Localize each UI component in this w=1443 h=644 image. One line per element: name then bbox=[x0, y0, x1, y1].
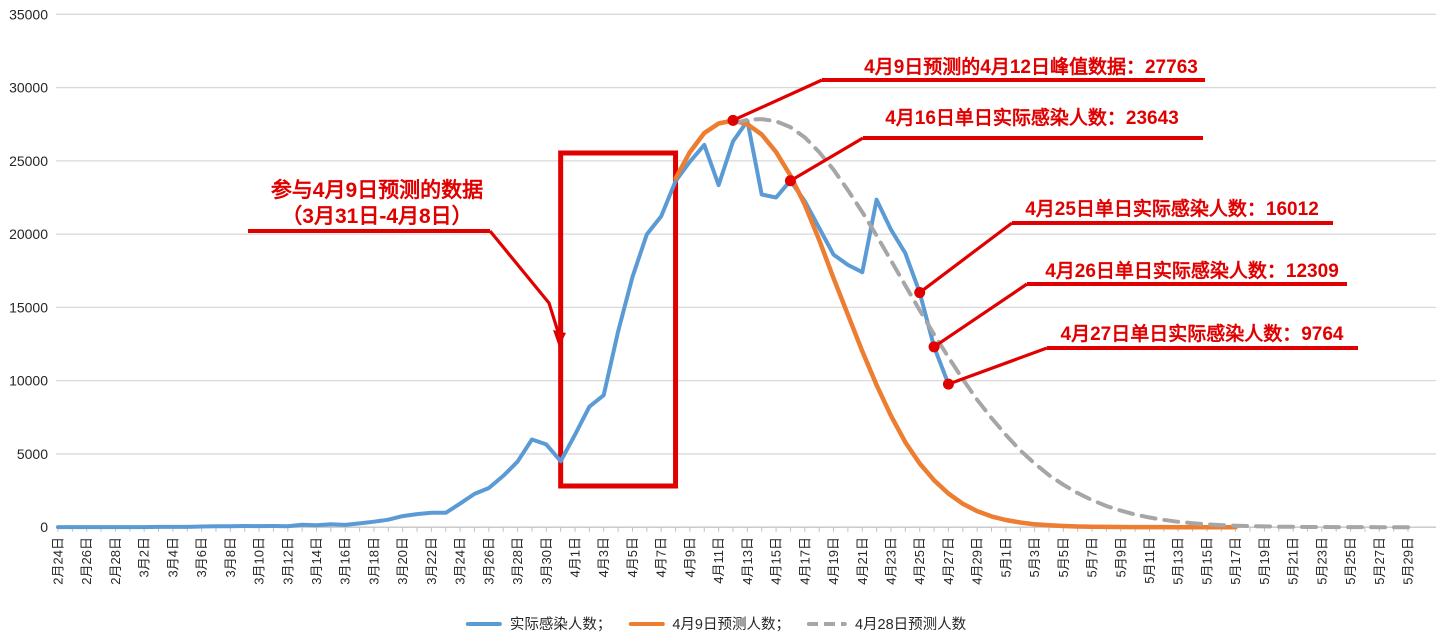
x-tick-label: 5月7日 bbox=[1085, 537, 1100, 577]
annotation-leader-line bbox=[933, 282, 1028, 349]
x-tick-label: 3月8日 bbox=[223, 537, 238, 577]
annotation-dot bbox=[727, 114, 739, 126]
annotation-dot bbox=[942, 378, 954, 390]
x-tick-label: 4月13日 bbox=[740, 537, 755, 585]
x-tick-label: 5月19日 bbox=[1257, 537, 1272, 585]
annotation-dot bbox=[914, 287, 926, 299]
gridlines bbox=[56, 13, 1436, 528]
y-tick-label: 10000 bbox=[9, 373, 48, 389]
x-tick-label: 4月17日 bbox=[797, 537, 812, 585]
window-annotation-arrowhead-icon bbox=[553, 330, 566, 347]
annotation-window-line2: （3月31日-4月8日） bbox=[281, 204, 472, 228]
y-tick-label: 35000 bbox=[9, 6, 48, 22]
x-tick-label: 2月28日 bbox=[108, 537, 123, 585]
x-tick-label: 4月23日 bbox=[883, 537, 898, 585]
window-annotation-leader bbox=[488, 229, 561, 336]
x-tick-label: 3月28日 bbox=[510, 537, 525, 585]
annotation-leader-line bbox=[947, 346, 1048, 386]
x-tick-label: 4月21日 bbox=[855, 537, 870, 585]
x-tick-label: 3月30日 bbox=[539, 537, 554, 585]
x-tick-label: 4月27日 bbox=[941, 537, 956, 585]
legend-item-forecast-apr28: 4月28日预测人数 bbox=[806, 613, 967, 634]
series-line-2 bbox=[731, 117, 1410, 530]
x-tick-label: 4月19日 bbox=[826, 537, 841, 585]
series-lines bbox=[56, 117, 1410, 530]
y-tick-label: 5000 bbox=[17, 446, 48, 462]
x-tick-label: 3月26日 bbox=[481, 537, 496, 585]
legend-line-actual-icon bbox=[465, 621, 502, 626]
x-tick-label: 3月18日 bbox=[366, 537, 381, 585]
x-tick-label: 5月3日 bbox=[1027, 537, 1042, 577]
y-tick-label: 20000 bbox=[9, 226, 48, 242]
x-tick-label: 5月23日 bbox=[1314, 537, 1329, 585]
y-tick-label: 15000 bbox=[9, 299, 48, 315]
x-tick-label: 5月21日 bbox=[1286, 537, 1301, 585]
x-tick-label: 4月11日 bbox=[711, 537, 726, 584]
x-tick-label: 5月29日 bbox=[1401, 537, 1416, 585]
x-tick-label: 5月13日 bbox=[1171, 537, 1186, 585]
x-tick-label: 5月11日 bbox=[1142, 537, 1157, 584]
x-tick-label: 3月22日 bbox=[424, 537, 439, 585]
legend-label-actual: 实际感染人数； bbox=[509, 617, 612, 633]
x-tick-label: 4月7日 bbox=[654, 537, 669, 577]
x-tick-label: 4月15日 bbox=[769, 537, 784, 585]
x-tick-label: 2月26日 bbox=[79, 537, 94, 585]
x-tick-label: 5月17日 bbox=[1228, 537, 1243, 585]
annotation-apr26-text: 4月26日单日实际感染人数：12309 bbox=[1045, 259, 1339, 282]
highlight-box bbox=[558, 150, 679, 489]
x-tick-label: 4月25日 bbox=[912, 537, 927, 585]
annotation-dot bbox=[784, 175, 796, 187]
series-line-1 bbox=[673, 118, 1238, 530]
legend-item-forecast-apr9: 4月9日预测人数； bbox=[628, 613, 790, 634]
legend-label-forecast-apr28: 4月28日预测人数 bbox=[854, 617, 967, 633]
annotation-window-line1: 参与4月9日预测的数据 bbox=[271, 178, 483, 202]
x-tick-label: 3月16日 bbox=[338, 537, 353, 585]
x-tick-label: 2月24日 bbox=[51, 537, 66, 585]
x-axis-labels: 2月24日 2月26日 2月28日 3月2日 3月4日 3月6日 3月8日 3月10日 3月12… bbox=[51, 527, 1416, 585]
x-tick-label: 5月9日 bbox=[1113, 537, 1128, 577]
x-tick-label: 3月4日 bbox=[165, 537, 180, 577]
y-axis-labels: 0 5000 10000 15000 20000 25000 30000 35000 bbox=[9, 6, 48, 535]
y-tick-label: 25000 bbox=[9, 153, 48, 169]
x-tick-label: 5月25日 bbox=[1343, 537, 1358, 585]
y-tick-label: 30000 bbox=[9, 80, 48, 96]
annotation-peak-text: 4月9日预测的4月12日峰值数据：27763 bbox=[864, 55, 1198, 78]
x-tick-label: 5月1日 bbox=[998, 537, 1013, 577]
x-tick-label: 3月14日 bbox=[309, 537, 324, 585]
x-tick-label: 4月9日 bbox=[682, 537, 697, 577]
x-tick-label: 4月1日 bbox=[568, 537, 583, 577]
legend-label-forecast-apr9: 4月9日预测人数； bbox=[672, 617, 790, 633]
x-tick-label: 3月6日 bbox=[194, 537, 209, 577]
annotation-leader-line bbox=[918, 221, 1013, 294]
x-tick-label: 5月27日 bbox=[1372, 537, 1387, 585]
legend-line-forecast-apr9-icon bbox=[628, 621, 665, 626]
x-tick-label: 4月5日 bbox=[625, 537, 640, 577]
legend-line-forecast-apr28-icon bbox=[806, 621, 847, 626]
legend-item-actual: 实际感染人数； bbox=[465, 613, 612, 634]
annotation-shapes bbox=[248, 78, 1358, 390]
chart-legend: 实际感染人数； 4月9日预测人数； 4月28日预测人数 bbox=[465, 613, 967, 634]
forecast-window-box bbox=[558, 150, 679, 489]
series-line-0 bbox=[56, 119, 951, 530]
x-tick-label: 3月10日 bbox=[252, 537, 267, 585]
x-tick-label: 3月2日 bbox=[137, 537, 152, 577]
y-tick-label: 0 bbox=[40, 519, 48, 535]
annotation-leader-line bbox=[789, 136, 864, 183]
x-tick-label: 3月24日 bbox=[453, 537, 468, 585]
annotation-leader-line bbox=[732, 78, 823, 122]
x-tick-label: 3月12日 bbox=[280, 537, 295, 585]
annotation-apr27-text: 4月27日单日实际感染人数：9764 bbox=[1061, 322, 1344, 345]
x-tick-label: 4月29日 bbox=[970, 537, 985, 585]
x-tick-label: 5月5日 bbox=[1056, 537, 1071, 577]
x-tick-label: 3月20日 bbox=[395, 537, 410, 585]
annotation-apr25-text: 4月25日单日实际感染人数：16012 bbox=[1025, 197, 1319, 220]
x-tick-label: 5月15日 bbox=[1199, 537, 1214, 585]
x-tick-label: 4月3日 bbox=[596, 537, 611, 577]
annotation-dot bbox=[928, 341, 940, 353]
annotation-apr16-text: 4月16日单日实际感染人数：23643 bbox=[885, 106, 1179, 129]
